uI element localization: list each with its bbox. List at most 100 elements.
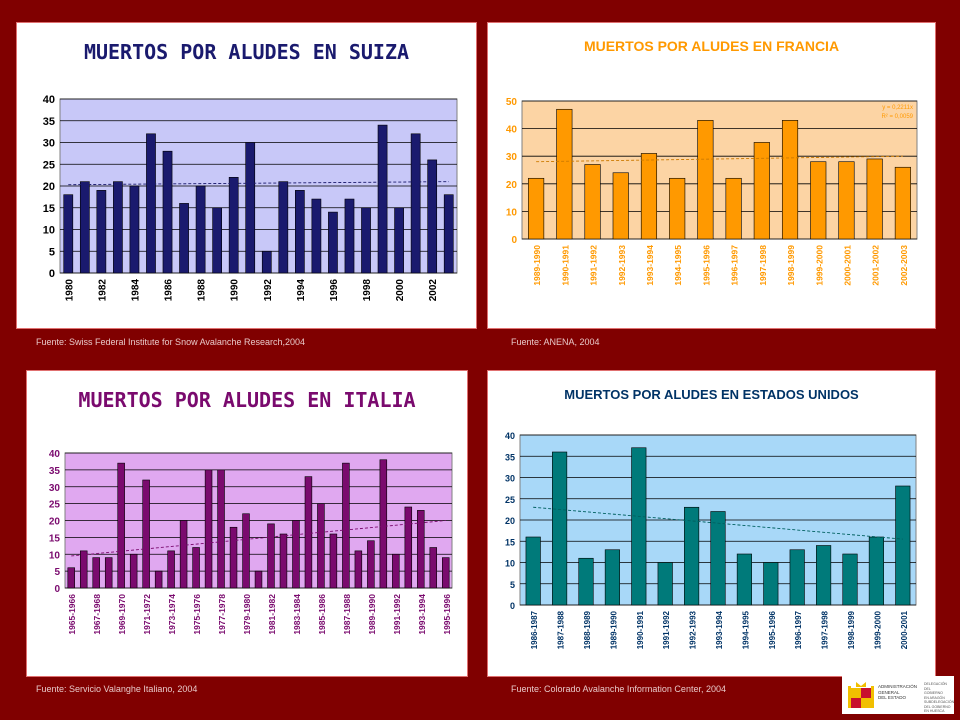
chart-title: MUERTOS POR ALUDES EN ITALIA — [78, 388, 415, 412]
bar — [753, 142, 770, 240]
bar — [604, 549, 620, 606]
y-tick-label: 10 — [49, 550, 61, 561]
bar — [267, 523, 275, 589]
bar — [789, 549, 805, 606]
y-tick-label: 0 — [511, 235, 517, 246]
bar — [427, 159, 438, 274]
y-tick-label: 40 — [49, 449, 61, 460]
trendline — [536, 155, 903, 163]
x-tick-label: 1990-1991 — [636, 610, 645, 649]
y-tick-label: 30 — [505, 474, 515, 484]
y-tick-label: 10 — [43, 225, 55, 237]
chart-suiza: MUERTOS POR ALUDES EN SUIZA 0 5 10 15 20 25 30 3… — [17, 23, 476, 328]
x-tick-label: 1985-1986 — [317, 594, 327, 635]
bar — [113, 181, 123, 274]
y-tick-label: 15 — [43, 203, 55, 215]
y-tick-label: 0 — [510, 601, 515, 611]
bar — [417, 510, 425, 589]
y-tick-label: 10 — [506, 207, 518, 218]
bar — [354, 550, 363, 589]
bar — [63, 194, 74, 274]
source-suiza: Fuente: Swiss Federal Institute for Snow… — [36, 337, 305, 347]
x-tick-label: 1997-1998 — [821, 610, 830, 649]
x-tick-label: 1982 — [97, 279, 108, 302]
bar — [894, 166, 911, 240]
chart-title: MUERTOS POR ALUDES EN FRANCIA — [584, 38, 839, 54]
source-francia: Fuente: ANENA, 2004 — [511, 337, 600, 347]
bar — [895, 485, 911, 606]
x-tick-label: 1999-2000 — [873, 610, 882, 649]
y-tick-label: 25 — [49, 500, 61, 511]
bar — [816, 545, 832, 606]
bar — [195, 185, 206, 274]
plot-area — [521, 100, 918, 240]
bar — [279, 533, 288, 589]
bar — [725, 177, 742, 240]
y-tick-label: 15 — [505, 537, 515, 547]
x-tick-label: 1980 — [64, 279, 75, 302]
chart-estados-unidos: MUERTOS POR ALUDES EN ESTADOS UNIDOS 0 5 10… — [488, 371, 935, 676]
x-tick-label: 1994 — [296, 279, 307, 302]
bar — [810, 161, 827, 240]
bar — [657, 562, 673, 606]
x-tick-label: 1977-1978 — [217, 594, 227, 635]
x-tick-label: 1989-1990 — [532, 245, 542, 286]
bar — [104, 557, 113, 589]
bar — [146, 133, 156, 274]
y-tick-label: 15 — [49, 533, 61, 544]
x-tick-label: 1990 — [230, 279, 241, 302]
bar — [344, 198, 355, 274]
bar — [631, 447, 647, 606]
y-tick-label: 50 — [506, 97, 518, 108]
x-tick-label: 1992 — [263, 279, 274, 302]
y-tick-label: 30 — [43, 138, 55, 150]
logo-main-text: ADMINISTRACIÓN GENERAL DEL ESTADO — [878, 684, 918, 700]
bar — [254, 570, 263, 589]
y-tick-label: 5 — [49, 246, 55, 258]
x-tick-label: 1995-1996 — [701, 245, 711, 286]
bar — [67, 567, 75, 589]
x-tick-label: 1965-1966 — [67, 594, 77, 635]
y-tick-label: 20 — [505, 516, 515, 526]
x-tick-label: 1988-1989 — [583, 610, 592, 649]
bar — [311, 198, 322, 274]
bar — [392, 553, 400, 589]
bar — [212, 207, 222, 274]
x-tick-label: 1989-1990 — [367, 594, 377, 635]
bar — [763, 562, 779, 606]
trendline — [71, 520, 446, 557]
bar — [377, 124, 388, 274]
bar — [781, 120, 799, 240]
bar — [179, 520, 188, 589]
bar — [292, 520, 300, 589]
bar — [261, 250, 272, 274]
x-tick-label: 1991-1992 — [589, 245, 599, 286]
x-tick-label: 1969-1970 — [117, 594, 127, 635]
bar — [328, 211, 338, 274]
y-tick-label: 40 — [43, 94, 55, 106]
chart-panel-suiza: MUERTOS POR ALUDES EN SUIZA 0 5 10 15 20 25 30 3… — [16, 22, 477, 329]
bar — [117, 462, 125, 589]
bar — [578, 557, 594, 606]
bar — [96, 190, 107, 274]
bar — [367, 540, 375, 589]
x-tick-label: 1996 — [329, 279, 340, 302]
chart-panel-eeuu: MUERTOS POR ALUDES EN ESTADOS UNIDOS 0 5 10… — [487, 370, 936, 677]
bar — [242, 513, 250, 589]
bar — [304, 476, 313, 589]
bar — [394, 207, 404, 274]
bar — [404, 506, 413, 589]
bar — [129, 185, 140, 274]
x-tick-label: 1998-1999 — [847, 610, 856, 649]
bar — [79, 181, 90, 274]
bar — [162, 150, 173, 274]
x-tick-label: 1991-1992 — [392, 594, 402, 635]
x-tick-label: 1995-1996 — [768, 610, 777, 649]
trend-equation: R² = 0,0059 — [881, 114, 913, 120]
bar — [684, 506, 700, 606]
x-tick-label: 2000-2001 — [842, 245, 852, 286]
bar — [204, 469, 213, 589]
y-tick-label: 5 — [510, 580, 515, 590]
y-tick-label: 30 — [49, 483, 61, 494]
bar — [868, 536, 884, 606]
